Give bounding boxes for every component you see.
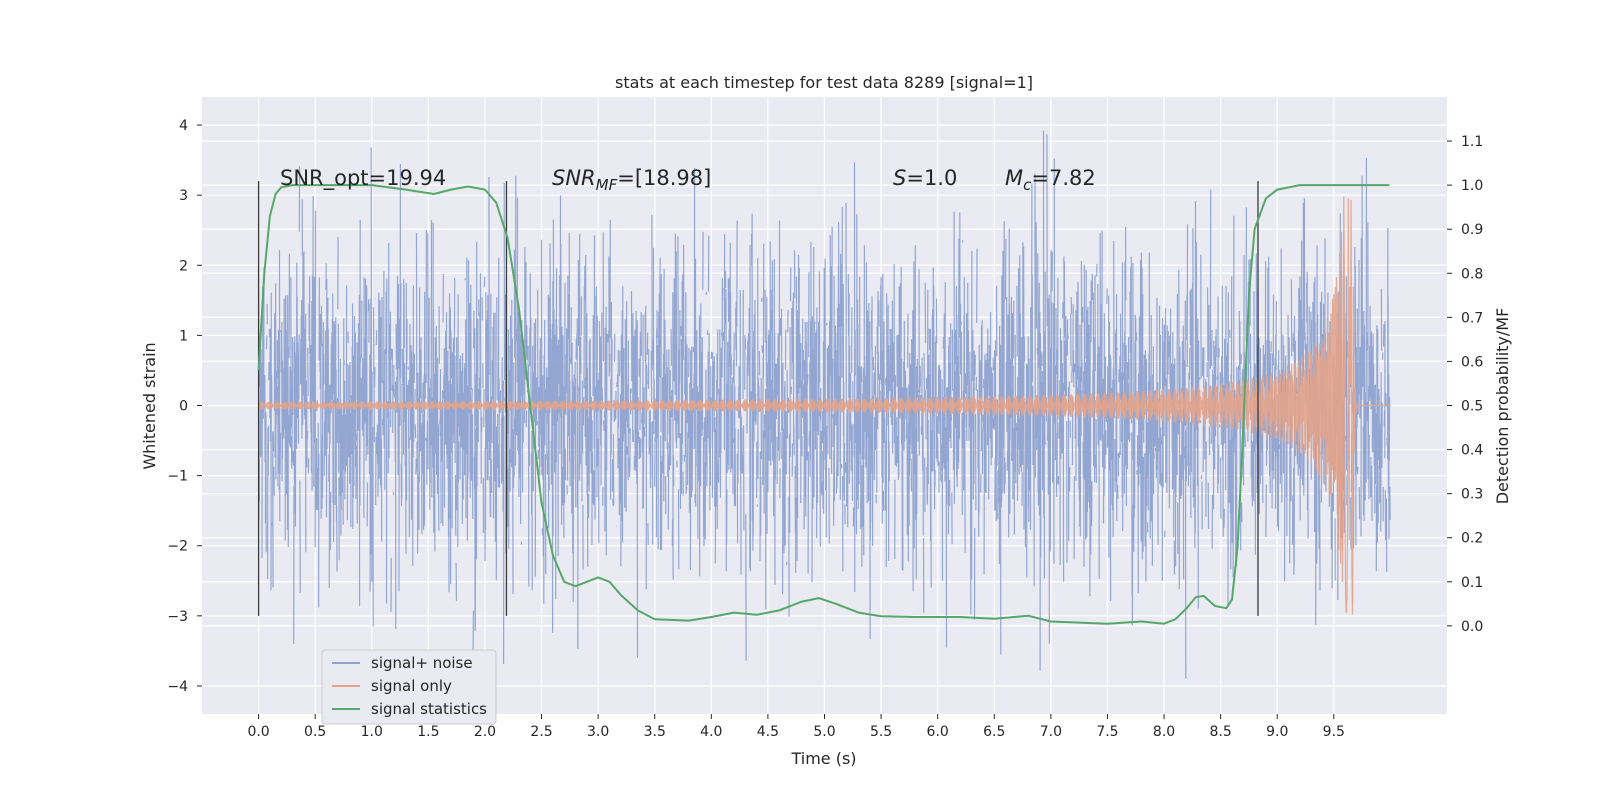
annotation-s: S=1.0 — [893, 166, 957, 190]
x-tick-label: 2.0 — [474, 724, 496, 740]
snr-mf-sub: MF — [596, 176, 618, 194]
y-tick-label-right: 0.0 — [1461, 619, 1483, 635]
x-tick-label: 2.5 — [530, 724, 552, 740]
x-tick-label: 6.5 — [983, 724, 1005, 740]
x-tick-label: 0.0 — [247, 724, 269, 740]
x-tick-label: 4.0 — [700, 724, 722, 740]
mc-sub: c — [1023, 176, 1032, 194]
annotation-mc: Mc=7.82 — [1005, 166, 1096, 194]
x-tick-label: 5.5 — [870, 724, 892, 740]
mc-label: M — [1005, 166, 1023, 190]
mc-value: =7.82 — [1031, 166, 1095, 190]
signal-statistics-series — [257, 184, 1390, 625]
x-tick-label: 4.5 — [757, 724, 779, 740]
legend-label-signal-statistics: signal statistics — [371, 700, 487, 718]
y-tick-label-left: 4 — [179, 118, 188, 134]
y-tick-label-left: −2 — [167, 539, 188, 555]
y-tick-label-right: 0.7 — [1461, 310, 1483, 326]
y-axis-label-left: Whitened strain — [140, 342, 159, 469]
signal-statistics-line — [257, 184, 1390, 625]
x-tick-label: 6.0 — [927, 724, 949, 740]
y-tick-label-right: 1.0 — [1461, 178, 1483, 194]
vertical-markers — [257, 181, 1259, 616]
y-tick-label-left: −1 — [167, 469, 188, 485]
x-tick-label: 8.0 — [1153, 724, 1175, 740]
y-tick-label-left: 2 — [179, 258, 188, 274]
s-value: =1.0 — [906, 166, 957, 190]
x-tick-label: 9.5 — [1323, 724, 1345, 740]
y-tick-label-left: 0 — [179, 399, 188, 415]
annotation-snr-mf: SNRMF=[18.98] — [552, 166, 711, 194]
snr-mf-label: SNR — [552, 166, 596, 190]
tick-labels: 0.0 0.5 1.0 1.5 2.0 2.5 3.0 3.5 4.0 4.5 5.0 5.5 6.0 6… — [167, 118, 1483, 740]
y-tick-label-right: 0.4 — [1461, 443, 1483, 459]
chart-title: stats at each timestep for test data 828… — [615, 73, 1033, 92]
s-label: S — [893, 166, 906, 190]
y-tick-label-left: 1 — [179, 328, 188, 344]
legend-label-signal-noise: signal+ noise — [371, 654, 473, 672]
signal-only-series — [258, 196, 1391, 615]
x-tick-label: 3.0 — [587, 724, 609, 740]
x-tick-label: 7.0 — [1040, 724, 1062, 740]
legend: signal+ noise signal only signal statist… — [321, 649, 497, 725]
x-tick-label: 3.5 — [644, 724, 666, 740]
x-tick-label: 5.0 — [813, 724, 835, 740]
signal-only-line — [258, 196, 1391, 615]
x-tick-label: 7.5 — [1096, 724, 1118, 740]
legend-box — [321, 649, 497, 725]
snr-mf-value: =[18.98] — [617, 166, 711, 190]
y-tick-label-right: 0.3 — [1461, 487, 1483, 503]
y-tick-label-left: 3 — [179, 188, 188, 204]
annotation-snr-opt: SNR_opt=19.94 — [280, 166, 446, 191]
y-tick-label-right: 0.9 — [1461, 222, 1483, 238]
y-tick-label-right: 0.2 — [1461, 531, 1483, 547]
y-tick-label-left: −3 — [167, 609, 188, 625]
x-tick-label: 0.5 — [304, 724, 326, 740]
x-tick-label: 8.5 — [1210, 724, 1232, 740]
y-tick-label-right: 0.5 — [1461, 399, 1483, 415]
y-tick-label-left: −4 — [167, 679, 188, 695]
y-tick-label-right: 0.6 — [1461, 354, 1483, 370]
y-tick-label-right: 1.1 — [1461, 134, 1483, 150]
x-tick-label: 9.0 — [1266, 724, 1288, 740]
y-axis-label-right: Detection probability/MF — [1493, 308, 1512, 505]
y-tick-label-right: 0.1 — [1461, 575, 1483, 591]
legend-label-signal-only: signal only — [371, 677, 452, 695]
x-tick-label: 1.0 — [361, 724, 383, 740]
x-tick-label: 1.5 — [417, 724, 439, 740]
x-axis-label: Time (s) — [790, 749, 856, 768]
y-tick-label-right: 0.8 — [1461, 266, 1483, 282]
